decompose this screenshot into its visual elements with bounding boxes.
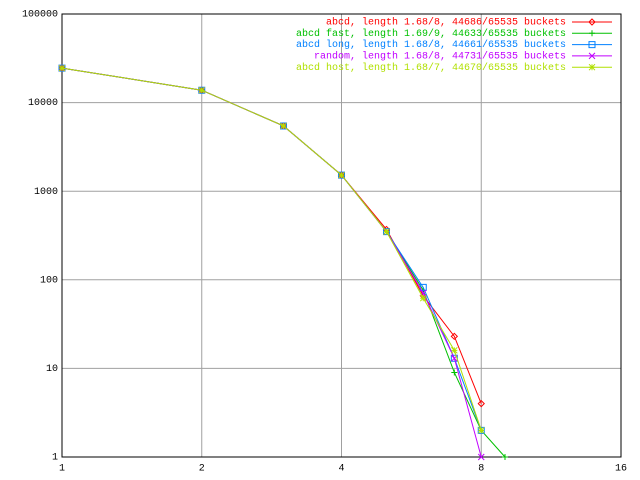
point xyxy=(383,228,390,235)
y-tick-label: 10 xyxy=(46,364,58,375)
point xyxy=(477,399,485,408)
series-line xyxy=(61,67,482,431)
point xyxy=(451,369,458,376)
x-tick-label: 8 xyxy=(478,464,484,475)
x-tick-label: 1 xyxy=(59,464,65,475)
point xyxy=(477,426,485,434)
point xyxy=(198,86,206,94)
series-line xyxy=(61,67,482,458)
point xyxy=(338,171,345,179)
point xyxy=(280,122,287,130)
legend-marker xyxy=(588,52,596,60)
legend-marker xyxy=(588,63,596,71)
legend-label: abcd host, length 1.68/7, 44670/65535 bu… xyxy=(296,62,566,74)
point xyxy=(450,346,458,354)
point xyxy=(501,454,508,460)
point xyxy=(477,426,485,434)
point xyxy=(58,64,66,72)
plot-frame xyxy=(61,13,622,458)
x-tick-label: 4 xyxy=(338,464,344,475)
legend-marker xyxy=(588,41,596,49)
y-tick-label: 1 xyxy=(52,453,58,464)
y-tick-label: 10000 xyxy=(28,98,58,109)
series-line xyxy=(61,67,482,431)
legend-marker xyxy=(588,18,596,26)
legend-label: random, length 1.68/8, 44731/65535 bucke… xyxy=(314,51,566,63)
legend-marker xyxy=(589,30,595,37)
point xyxy=(450,332,459,341)
series-line xyxy=(61,67,482,404)
y-tick-label: 100000 xyxy=(22,10,58,21)
legend-label: abcd, length 1.68/8, 44686/65535 buckets xyxy=(326,17,566,29)
x-tick-label: 2 xyxy=(199,464,205,475)
legend-label: abcd long, length 1.68/8, 44661/65535 bu… xyxy=(296,39,566,51)
y-tick-label: 100 xyxy=(40,275,58,286)
x-tick-label: 16 xyxy=(615,464,627,475)
point xyxy=(58,64,66,72)
point xyxy=(477,453,485,461)
legend-label: abcd fast, length 1.69/9, 44633/65535 bu… xyxy=(296,28,566,40)
y-tick-label: 1000 xyxy=(34,187,58,198)
point xyxy=(450,354,458,362)
point xyxy=(419,294,427,302)
